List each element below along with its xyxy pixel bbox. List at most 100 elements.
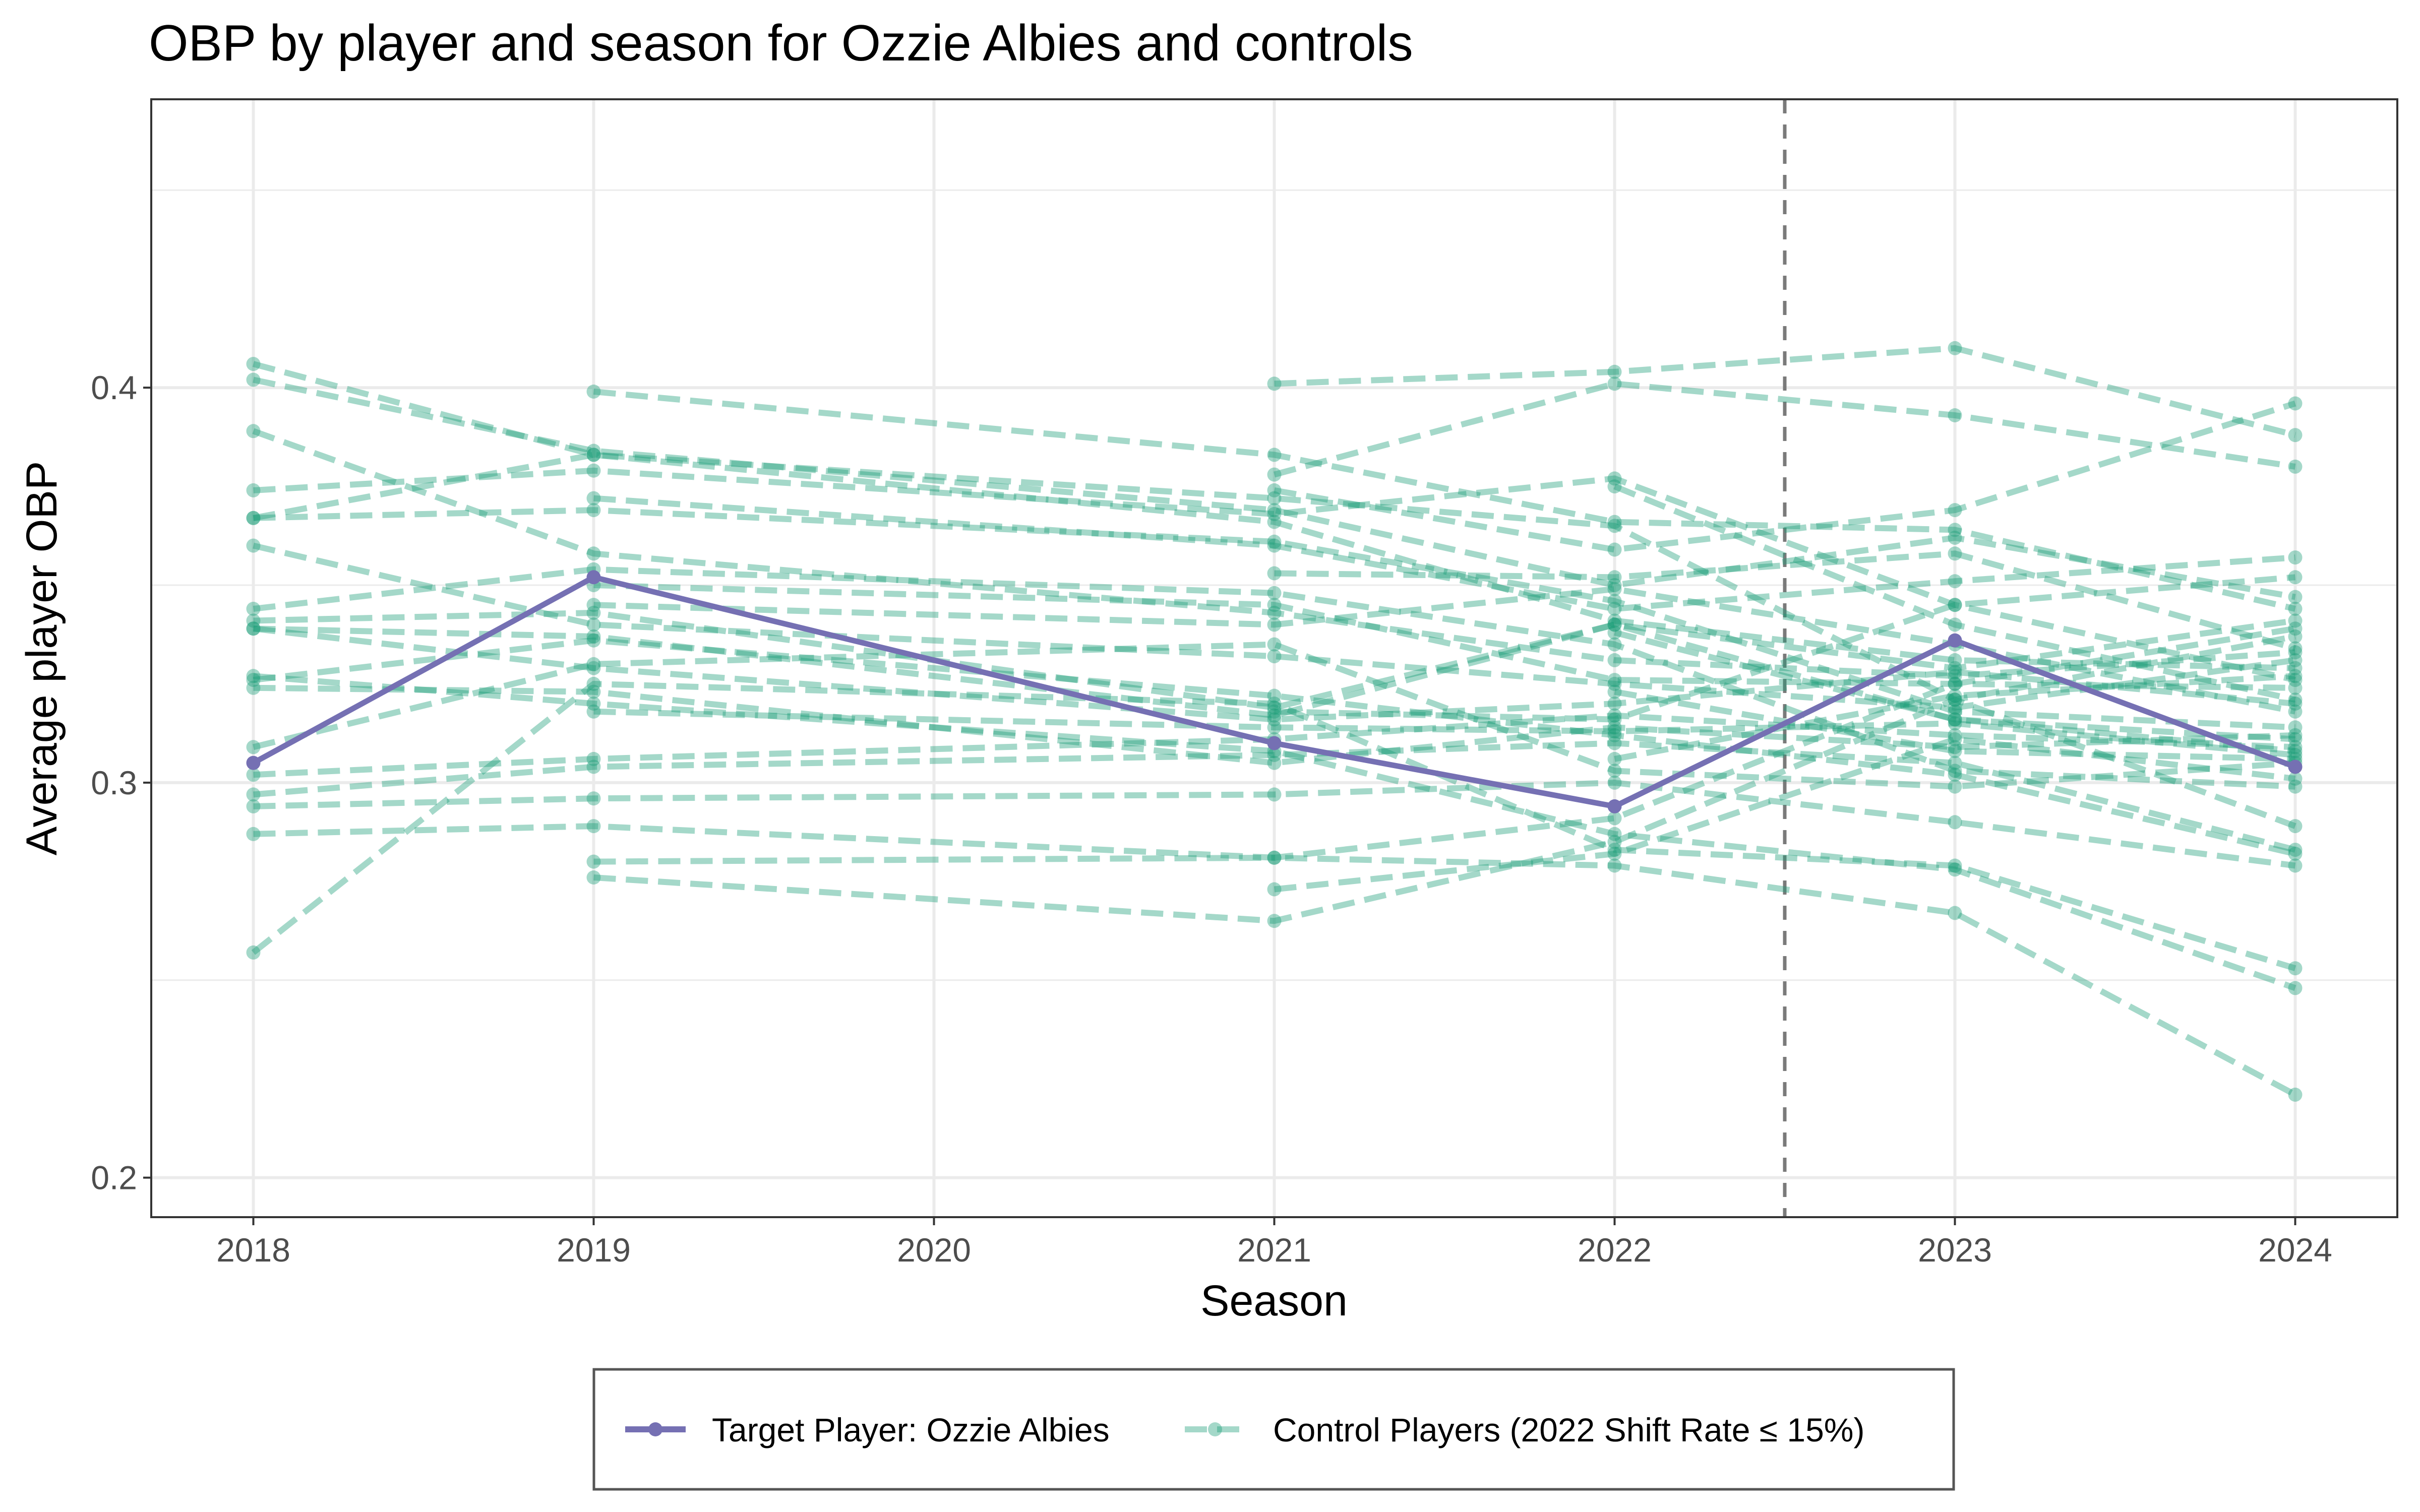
control-series-point — [2288, 550, 2303, 565]
target-series-point — [1948, 633, 1962, 648]
control-series-point — [1607, 617, 1622, 632]
control-series-line — [253, 467, 2296, 683]
control-series-point — [1267, 507, 1282, 521]
control-series-point — [586, 751, 601, 766]
control-series — [1267, 570, 2303, 727]
control-series-point — [1607, 364, 1622, 379]
control-series-point — [246, 827, 261, 841]
control-series-point — [1607, 479, 1622, 494]
target-series-group — [246, 570, 2303, 813]
control-series-point — [586, 491, 601, 506]
control-series-point — [1267, 605, 1282, 620]
control-series-point — [1267, 448, 1282, 462]
control-series-point — [2288, 613, 2303, 628]
control-series — [1267, 341, 2303, 443]
legend-label-target: Target Player: Ozzie Albies — [712, 1411, 1110, 1448]
control-series-line — [253, 507, 2295, 731]
control-series-point — [2288, 428, 2303, 443]
control-series-point — [586, 760, 601, 774]
control-series-group — [246, 341, 2303, 1102]
control-series-point — [246, 483, 261, 497]
control-series-point — [586, 463, 601, 478]
control-series-point — [1607, 843, 1622, 857]
control-series-point — [1607, 519, 1622, 533]
legend-item-target: Target Player: Ozzie Albies — [625, 1411, 1110, 1448]
control-series-point — [2288, 459, 2303, 474]
axis-ticks: 0.2 0.3 0.4 2018 2019 2020 2021 2022 2023 2024 — [91, 369, 2332, 1269]
y-tick-label: 0.3 — [91, 764, 137, 801]
control-series-point — [1267, 914, 1282, 928]
control-series-line — [253, 452, 2296, 703]
control-series-point — [1267, 491, 1282, 506]
control-series-point — [1607, 617, 1622, 632]
control-series-line — [1614, 629, 2295, 742]
control-series — [246, 621, 2303, 727]
control-series-line — [253, 684, 2295, 766]
control-series-point — [1267, 376, 1282, 391]
control-series — [586, 491, 2303, 616]
control-series — [586, 704, 2303, 762]
control-series-point — [246, 538, 261, 553]
control-series-point — [246, 799, 261, 813]
control-series-line — [1274, 400, 2296, 553]
x-tick-label: 2019 — [557, 1231, 631, 1269]
control-series-point — [246, 740, 261, 754]
y-axis-title: Average player OBP — [18, 461, 66, 855]
control-series-point — [586, 684, 601, 699]
control-series-point — [1267, 748, 1282, 762]
control-series-point — [1948, 692, 1962, 707]
control-series-line — [253, 673, 2296, 991]
control-series-point — [1948, 688, 1962, 703]
control-series-line — [593, 708, 2296, 758]
control-series-point — [586, 661, 601, 675]
control-series-point — [2288, 653, 2303, 667]
control-series-line — [253, 641, 2295, 790]
control-series-point — [1607, 684, 1622, 699]
control-series-point — [1607, 736, 1622, 750]
control-series-point — [586, 704, 601, 719]
control-series — [586, 621, 2303, 869]
control-series-line — [1614, 688, 2295, 762]
control-series-point — [586, 657, 601, 671]
control-series-point — [1948, 906, 1962, 920]
control-series — [1267, 732, 2303, 897]
control-series-point — [1607, 676, 1622, 691]
control-series-point — [246, 669, 261, 683]
control-series-point — [2288, 847, 2303, 861]
control-series-point — [2288, 629, 2303, 644]
control-series-point — [2288, 732, 2303, 746]
control-series-line — [593, 586, 2296, 715]
control-series-point — [1267, 637, 1282, 652]
control-series-point — [1607, 712, 1622, 727]
control-series-point — [586, 617, 601, 632]
x-tick-label: 2020 — [897, 1231, 971, 1269]
control-series — [246, 424, 2303, 683]
control-series-point — [2288, 645, 2303, 660]
control-series-point — [1948, 732, 1962, 746]
control-series-point — [1607, 471, 1622, 486]
control-series-point — [2288, 590, 2303, 604]
control-series — [246, 503, 2303, 735]
control-series-line — [253, 625, 2296, 723]
control-series-point — [1267, 712, 1282, 727]
control-series-point — [246, 602, 261, 616]
control-series-point — [1948, 740, 1962, 754]
y-tick-label: 0.2 — [91, 1159, 137, 1196]
x-tick-label: 2022 — [1578, 1231, 1652, 1269]
control-series-point — [2288, 744, 2303, 759]
control-series-point — [1607, 542, 1622, 557]
control-series-line — [1613, 483, 2296, 703]
control-series-point — [2288, 1088, 2303, 1102]
legend-key-control-point — [1208, 1422, 1222, 1436]
control-series-line — [593, 625, 2296, 865]
control-series-point — [1607, 515, 1622, 529]
control-series-point — [1267, 503, 1282, 518]
control-series-point — [1948, 546, 1962, 561]
target-series-point — [1267, 736, 1282, 750]
target-series-line — [252, 574, 2296, 809]
control-series-point — [1948, 704, 1962, 719]
control-series-point — [1607, 751, 1622, 766]
control-series — [1267, 546, 2303, 656]
control-series-point — [246, 680, 261, 695]
control-series-point — [1948, 755, 1962, 770]
